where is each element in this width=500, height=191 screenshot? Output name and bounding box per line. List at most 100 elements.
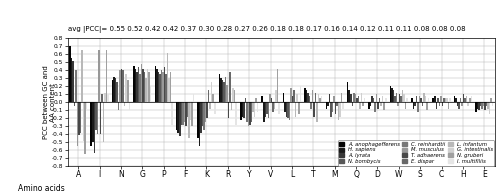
Legend: A. anophagefferens, H. sapiens, A. lyrata, N. bombycis, C. reinhardtii, M. muscu: A. anophagefferens, H. sapiens, A. lyrat… (338, 140, 494, 166)
Bar (185, 102, 186, 126)
Bar (115, 78, 116, 102)
X-axis label: Amino acids: Amino acids (18, 184, 65, 191)
Bar (378, 102, 379, 108)
Bar (374, 102, 376, 112)
Bar (156, 69, 158, 102)
Bar (404, 94, 405, 102)
Bar (202, 102, 203, 126)
Bar (180, 102, 182, 125)
Bar (142, 69, 144, 102)
Bar (250, 102, 252, 122)
Bar (172, 102, 173, 125)
Bar (359, 102, 360, 108)
Bar (426, 102, 428, 110)
Bar (475, 102, 476, 112)
Bar (255, 98, 257, 102)
Bar (368, 102, 370, 108)
Bar (428, 98, 430, 102)
Bar (186, 102, 188, 117)
Bar (443, 98, 444, 102)
Bar (190, 102, 191, 120)
Bar (200, 102, 202, 133)
Bar (192, 94, 194, 102)
Bar (116, 82, 118, 102)
Bar (288, 102, 289, 118)
Bar (339, 102, 340, 117)
Bar (206, 102, 208, 118)
Bar (140, 74, 141, 102)
Bar (262, 96, 263, 102)
Bar (321, 96, 322, 102)
Bar (405, 102, 406, 108)
Bar (198, 102, 199, 138)
Bar (225, 77, 226, 102)
Bar (76, 102, 78, 146)
Bar (127, 80, 128, 102)
Bar (275, 90, 276, 102)
Bar (231, 102, 232, 110)
Bar (170, 72, 172, 102)
Bar (312, 90, 314, 102)
Bar (124, 102, 126, 106)
Bar (100, 102, 101, 134)
Bar (118, 102, 120, 110)
Bar (380, 102, 382, 106)
Bar (272, 102, 274, 112)
Bar (393, 90, 394, 102)
Bar (462, 102, 463, 106)
Bar (314, 102, 315, 117)
Bar (214, 102, 216, 114)
Bar (358, 96, 359, 102)
Bar (353, 93, 354, 102)
Bar (420, 98, 422, 102)
Bar (352, 102, 353, 106)
Bar (254, 102, 255, 117)
Bar (315, 93, 316, 102)
Bar (283, 93, 284, 102)
Bar (205, 102, 206, 122)
Bar (249, 102, 250, 125)
Bar (84, 102, 86, 154)
Bar (218, 74, 220, 102)
Bar (338, 102, 339, 120)
Bar (96, 102, 98, 134)
Bar (442, 102, 443, 106)
Bar (252, 102, 254, 112)
Bar (232, 88, 234, 102)
Bar (269, 94, 270, 102)
Bar (228, 102, 230, 118)
Bar (486, 102, 488, 106)
Bar (434, 96, 436, 102)
Bar (112, 80, 114, 102)
Bar (318, 94, 320, 102)
Bar (114, 77, 115, 102)
Bar (75, 70, 76, 102)
Bar (191, 102, 192, 126)
Bar (370, 102, 372, 106)
Bar (182, 102, 184, 125)
Bar (166, 53, 168, 102)
Bar (489, 102, 490, 114)
Bar (284, 102, 286, 112)
Bar (295, 102, 296, 117)
Bar (106, 50, 107, 102)
Bar (107, 94, 108, 102)
Bar (440, 96, 442, 102)
Bar (248, 102, 249, 126)
Bar (178, 102, 179, 133)
Bar (449, 98, 450, 102)
Bar (328, 94, 330, 102)
Bar (306, 90, 308, 102)
Bar (464, 98, 466, 102)
Bar (164, 67, 165, 102)
Text: avg |PCC|= 0.55 0.52 0.42 0.42 0.37 0.30 0.28 0.27 0.26 0.18 0.18 0.17 0.16 0.14: avg |PCC|= 0.55 0.52 0.42 0.42 0.37 0.30… (68, 26, 465, 33)
Bar (399, 94, 400, 102)
Bar (121, 69, 122, 102)
Bar (488, 102, 489, 108)
Bar (350, 94, 352, 102)
Bar (160, 70, 162, 102)
Bar (104, 93, 106, 102)
Bar (264, 102, 266, 117)
Bar (316, 102, 318, 122)
Bar (304, 88, 306, 102)
